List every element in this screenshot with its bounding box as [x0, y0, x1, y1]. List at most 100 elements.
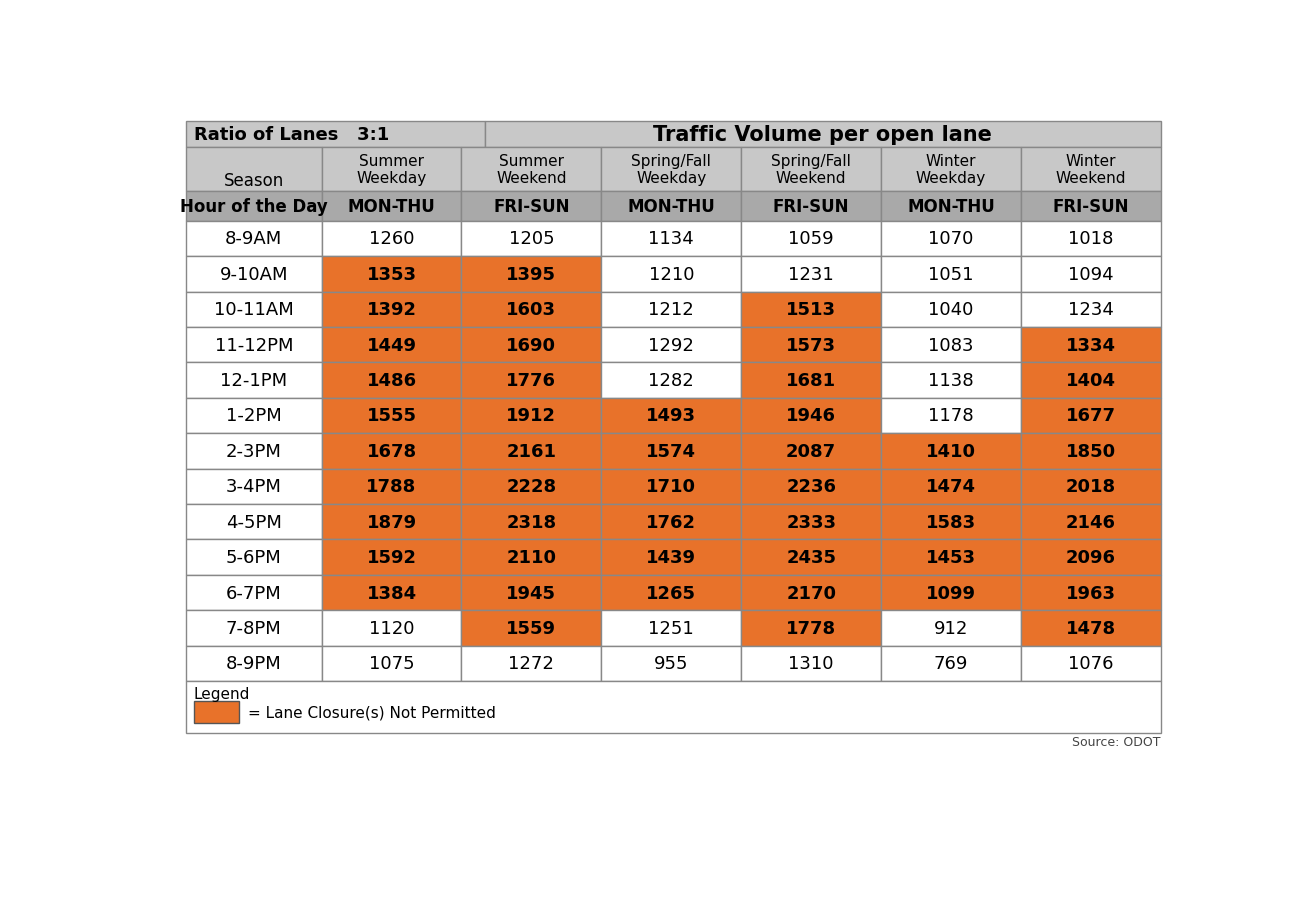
Text: 3-4PM: 3-4PM — [226, 478, 281, 496]
Bar — [322, 540, 461, 575]
Bar — [602, 398, 741, 433]
Text: 1083: 1083 — [928, 336, 974, 354]
Bar — [461, 363, 602, 398]
Bar — [461, 192, 602, 221]
Bar — [187, 398, 322, 433]
Bar — [322, 575, 461, 610]
Text: 769: 769 — [934, 655, 968, 673]
Bar — [882, 221, 1021, 256]
Text: Season: Season — [223, 172, 284, 190]
Bar — [882, 147, 1021, 192]
Bar — [741, 433, 882, 469]
Text: 1282: 1282 — [648, 372, 694, 389]
Bar — [602, 293, 741, 328]
Bar — [187, 256, 322, 293]
Bar — [741, 398, 882, 433]
Bar — [602, 192, 741, 221]
Bar — [1021, 540, 1160, 575]
Bar — [741, 469, 882, 505]
Bar — [461, 540, 602, 575]
Text: 1-2PM: 1-2PM — [226, 407, 281, 425]
Bar — [1021, 147, 1160, 192]
Text: 912: 912 — [934, 619, 968, 638]
Text: 2228: 2228 — [506, 478, 556, 496]
Bar — [741, 192, 882, 221]
Text: 1018: 1018 — [1068, 230, 1114, 248]
Bar — [1021, 398, 1160, 433]
Text: 2318: 2318 — [506, 513, 556, 531]
Bar — [882, 610, 1021, 646]
Bar — [461, 646, 602, 682]
Bar — [741, 540, 882, 575]
Text: 1946: 1946 — [786, 407, 836, 425]
Text: 1677: 1677 — [1066, 407, 1116, 425]
Bar — [741, 363, 882, 398]
Text: Summer
Weekday: Summer Weekday — [356, 154, 427, 186]
Bar — [602, 540, 741, 575]
Text: 1513: 1513 — [786, 301, 836, 319]
Bar — [602, 469, 741, 505]
Bar — [602, 328, 741, 363]
Bar — [1021, 433, 1160, 469]
Bar — [1021, 293, 1160, 328]
Text: 1963: 1963 — [1066, 584, 1116, 602]
Bar — [461, 256, 602, 293]
Bar — [1021, 221, 1160, 256]
Bar — [882, 433, 1021, 469]
Bar — [193, 702, 239, 723]
Bar — [1021, 610, 1160, 646]
Text: FRI-SUN: FRI-SUN — [773, 198, 849, 216]
Text: 1040: 1040 — [929, 301, 974, 319]
Bar — [187, 221, 322, 256]
Bar — [322, 363, 461, 398]
Text: 1334: 1334 — [1066, 336, 1116, 354]
Bar — [322, 646, 461, 682]
Text: 1075: 1075 — [369, 655, 414, 673]
Bar — [882, 646, 1021, 682]
Text: Legend: Legend — [193, 686, 250, 701]
Text: 1555: 1555 — [367, 407, 417, 425]
Text: 1710: 1710 — [646, 478, 696, 496]
Bar — [461, 293, 602, 328]
Text: 1690: 1690 — [506, 336, 556, 354]
Text: 1678: 1678 — [367, 442, 417, 461]
Text: 1493: 1493 — [646, 407, 696, 425]
Bar — [461, 505, 602, 540]
Text: 1788: 1788 — [367, 478, 417, 496]
Bar — [461, 398, 602, 433]
Text: 2-3PM: 2-3PM — [226, 442, 281, 461]
Text: 2146: 2146 — [1066, 513, 1116, 531]
Text: 2018: 2018 — [1066, 478, 1116, 496]
Text: MON-THU: MON-THU — [907, 198, 995, 216]
Text: 1178: 1178 — [928, 407, 974, 425]
Bar — [741, 505, 882, 540]
Text: 1138: 1138 — [928, 372, 974, 389]
Text: 1778: 1778 — [786, 619, 836, 638]
Text: 1310: 1310 — [788, 655, 834, 673]
Text: 1070: 1070 — [929, 230, 974, 248]
Bar — [882, 505, 1021, 540]
Text: 5-6PM: 5-6PM — [226, 548, 281, 566]
Text: 1453: 1453 — [926, 548, 976, 566]
Bar — [187, 433, 322, 469]
Text: 1945: 1945 — [506, 584, 556, 602]
Text: 1051: 1051 — [928, 265, 974, 284]
Text: Spring/Fall
Weekend: Spring/Fall Weekend — [771, 154, 851, 186]
Text: FRI-SUN: FRI-SUN — [1053, 198, 1129, 216]
Bar — [461, 328, 602, 363]
Text: = Lane Closure(s) Not Permitted: = Lane Closure(s) Not Permitted — [248, 704, 495, 720]
Bar — [187, 469, 322, 505]
Text: MON-THU: MON-THU — [348, 198, 435, 216]
Text: Spring/Fall
Weekday: Spring/Fall Weekday — [631, 154, 711, 186]
Text: Source: ODOT: Source: ODOT — [1072, 735, 1160, 748]
Text: 1574: 1574 — [646, 442, 696, 461]
Text: 2170: 2170 — [786, 584, 836, 602]
Bar — [741, 328, 882, 363]
Bar — [187, 505, 322, 540]
Bar — [187, 328, 322, 363]
Text: 1603: 1603 — [506, 301, 556, 319]
Text: 4-5PM: 4-5PM — [226, 513, 281, 531]
Bar — [1021, 469, 1160, 505]
Bar — [322, 328, 461, 363]
Text: Summer
Weekend: Summer Weekend — [497, 154, 566, 186]
